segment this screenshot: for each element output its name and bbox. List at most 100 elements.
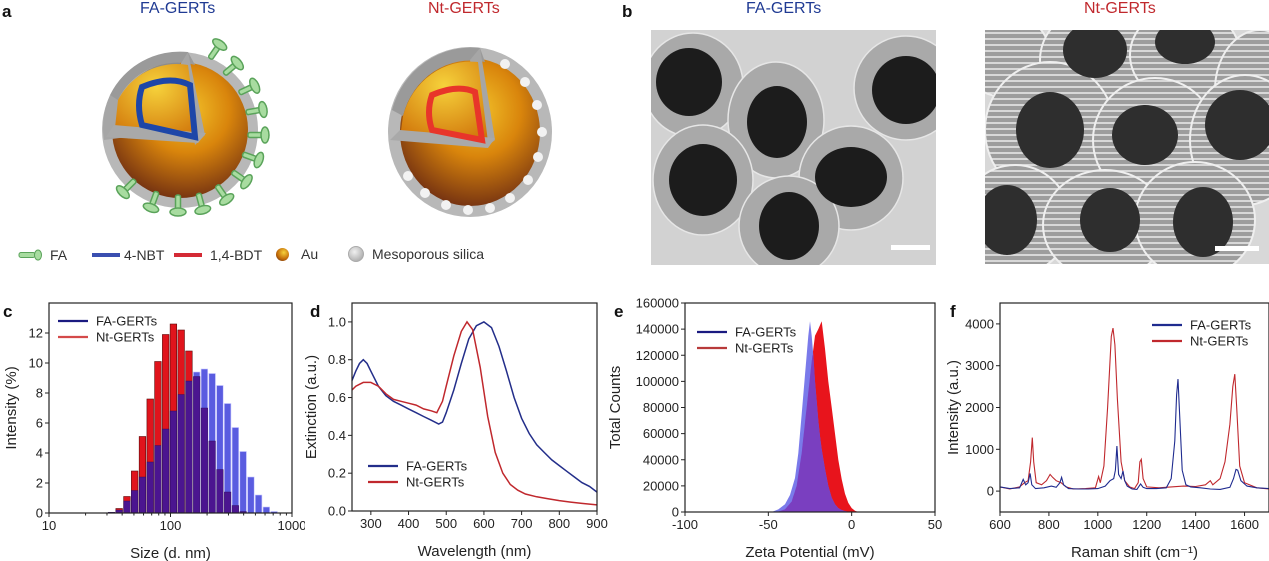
silica-pores [403, 59, 547, 215]
y-tick-label: 0.8 [328, 352, 346, 367]
legend-item-silica: Mesoporous silica [348, 246, 484, 262]
x-tick-label: 400 [398, 516, 420, 531]
x-tick-label: 50 [928, 517, 942, 532]
y-tick-label: 3000 [965, 358, 994, 373]
y-tick-label: 0.4 [328, 428, 346, 443]
histogram-bar-fa [239, 451, 247, 514]
4-nbt-layer [136, 77, 199, 141]
histogram-bar-overlap [162, 428, 170, 514]
line-series-nt [351, 320, 598, 506]
y-tick-label: 0 [36, 506, 43, 521]
chart-f-raman: f 600 800 1000 1200 1400 1600 0 1000 2000 3000 4000… [945, 302, 1269, 561]
legend-item-fa: FA [18, 247, 67, 263]
tem-image-fa-gerts [651, 30, 936, 265]
x-axis-label: Raman shift (cm⁻¹) [1071, 544, 1198, 561]
panel-label-e: e [614, 302, 623, 321]
legend-item-4nbt: 4-NBT [92, 247, 164, 263]
fa-gert-schematic [102, 38, 270, 217]
nt-gert-schematic [388, 47, 552, 217]
x-tick-label: 500 [435, 516, 457, 531]
fa-ligand-icon [18, 249, 42, 261]
legend-label: FA-GERTs [735, 325, 797, 340]
fa-ligands [115, 38, 270, 217]
panel-b-title-fa: FA-GERTs [746, 0, 822, 17]
legend-label: Nt-GERTs [1190, 334, 1249, 349]
panel-a-title-fa: FA-GERTs [140, 0, 216, 17]
y-axis-label: Intensity (%) [3, 366, 20, 449]
y-axis-label: Total Counts [607, 366, 624, 449]
y-tick-label: 1000 [965, 442, 994, 457]
blue-line-icon [92, 253, 120, 257]
histogram-bar-overlap [138, 476, 146, 514]
histogram-bar-overlap [224, 491, 232, 514]
x-tick-label: 800 [548, 516, 570, 531]
legend-label: Nt-GERTs [406, 475, 465, 490]
x-tick-label: 600 [473, 516, 495, 531]
histogram-bar-overlap [169, 410, 177, 514]
x-tick-label: 800 [1038, 517, 1060, 532]
grey-sphere-icon [348, 246, 364, 262]
x-tick-label: 1000 [278, 518, 305, 533]
red-line-icon [174, 253, 202, 257]
histogram-bar-fa [262, 506, 270, 514]
histogram-bar-overlap [146, 461, 154, 514]
histogram-bar-overlap [123, 500, 131, 514]
histogram-bar-overlap [177, 394, 185, 514]
chart-d-extinction: d 300 400 500 600 700 800 900 0.0 0.2 0.4 0.6 0.8 1.0… [303, 302, 608, 560]
x-tick-label: 1600 [1230, 517, 1259, 532]
y-tick-label: 0 [987, 484, 994, 499]
y-tick-label: 8 [36, 386, 43, 401]
y-tick-label: 4 [36, 446, 43, 461]
x-axis-label: Size (d. nm) [130, 545, 211, 561]
y-tick-label: 80000 [643, 400, 679, 415]
legend-label: 1,4-BDT [210, 247, 263, 263]
legend-label: Nt-GERTs [96, 330, 155, 345]
legend-label: Mesoporous silica [372, 246, 485, 262]
histogram-bar-overlap [200, 407, 208, 514]
x-tick-label: 1200 [1132, 517, 1161, 532]
legend-label: 4-NBT [124, 247, 165, 263]
line-series-fa [999, 379, 1269, 490]
panel-label-a: a [2, 2, 12, 21]
legend-label: Au [301, 246, 319, 262]
x-tick-label: 900 [586, 516, 608, 531]
y-tick-label: 140000 [636, 322, 679, 337]
y-tick-label: 40000 [643, 452, 679, 467]
1-4-bdt-layer [426, 85, 486, 144]
chart-e-zeta-potential: e -100 -50 0 50 0 20000 40000 60000 80000 100000 12… [607, 296, 942, 561]
y-tick-label: 10 [29, 356, 43, 371]
histogram-bar-overlap [193, 376, 201, 514]
histogram-bar-overlap [208, 440, 216, 514]
y-tick-label: 60000 [643, 426, 679, 441]
histogram-bar-fa [247, 476, 255, 514]
x-tick-label: 0 [848, 517, 855, 532]
y-tick-label: 0.6 [328, 390, 346, 405]
y-tick-label: 0.0 [328, 504, 346, 519]
legend-label: FA-GERTs [406, 459, 468, 474]
y-tick-label: 2000 [965, 400, 994, 415]
histogram-bar-fa [255, 494, 263, 514]
legend-label: Nt-GERTs [735, 341, 794, 356]
y-tick-label: 20000 [643, 478, 679, 493]
y-tick-label: 100000 [636, 374, 679, 389]
scale-bar [891, 245, 930, 250]
x-tick-label: 1000 [1083, 517, 1112, 532]
y-tick-label: 4000 [965, 316, 994, 331]
x-tick-label: -100 [672, 517, 698, 532]
y-tick-label: 1.0 [328, 314, 346, 329]
chart-c-size-distribution: c 10 100 1000 0 2 4 6 8 10 12 Size (d. nm) Intensity… [3, 302, 305, 561]
panel-a-title-nt: Nt-GERTs [428, 0, 500, 17]
y-tick-label: 120000 [636, 348, 679, 363]
histogram-bar-overlap [185, 380, 193, 514]
x-tick-label: 700 [511, 516, 533, 531]
gold-sphere-icon [276, 247, 289, 261]
panel-label-c: c [3, 302, 12, 321]
legend-label: FA-GERTs [1190, 318, 1252, 333]
histogram-bar-fa [231, 427, 239, 514]
x-tick-label: 100 [160, 518, 182, 533]
histogram-bar-overlap [154, 445, 162, 514]
y-tick-label: 2 [36, 476, 43, 491]
histogram-bar-overlap [231, 505, 239, 514]
y-tick-label: 12 [29, 326, 43, 341]
y-axis-label: Extinction (a.u.) [303, 355, 320, 459]
